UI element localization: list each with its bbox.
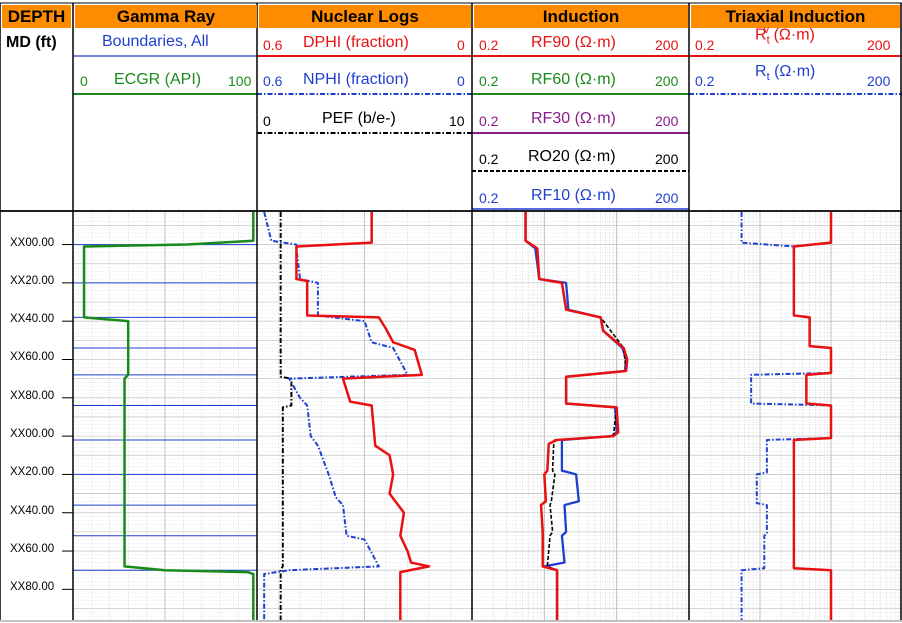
ecgr-max: 100 — [228, 73, 252, 89]
boundaries-label: Boundaries, All — [102, 33, 209, 50]
dphi-label: DPHI (fraction) — [303, 34, 409, 51]
depth-tick-label: XX00.00 — [10, 428, 55, 441]
rf30-curve — [524, 212, 629, 620]
rf30-min: 0.2 — [479, 113, 499, 129]
depth-tick-label: XX60.00 — [10, 351, 55, 364]
gamma-track-title: Gamma Ray — [75, 5, 257, 28]
pef-min: 0 — [263, 113, 271, 129]
depth-unit-label: MD (ft) — [6, 34, 57, 51]
rf60-max: 200 — [655, 73, 679, 89]
rtv-label: Rtv (Ω·m) — [755, 24, 815, 47]
rf30-label: RF30 (Ω·m) — [531, 110, 616, 127]
ecgr-label: ECGR (API) — [114, 71, 202, 88]
nphi-curve — [263, 211, 409, 620]
rtv-max: 200 — [867, 37, 891, 53]
depth-tick-label: XX80.00 — [10, 581, 55, 594]
rtv-min: 0.2 — [695, 37, 715, 53]
dphi-curve — [295, 212, 431, 620]
ecgr-min: 0 — [80, 73, 88, 89]
pef-curve — [279, 212, 293, 620]
rf60-label: RF60 (Ω·m) — [531, 71, 616, 88]
ro20-curve — [524, 212, 627, 620]
induction-track-title: Induction — [474, 5, 688, 28]
nphi-max: 0 — [457, 73, 465, 89]
nphi-label: NPHI (fraction) — [303, 71, 409, 88]
rf90-curve — [524, 212, 629, 620]
rth-max: 200 — [867, 73, 891, 89]
nuclear-track-title: Nuclear Logs — [259, 5, 471, 28]
ro20-max: 200 — [655, 151, 679, 167]
pef-label: PEF (b/e-) — [322, 110, 396, 127]
rth-label: Rt (Ω·m) — [755, 63, 816, 84]
ro20-min: 0.2 — [479, 151, 499, 167]
ecgr-curve — [82, 212, 255, 620]
depth-tick-label: XX00.00 — [10, 236, 55, 249]
rf90-label: RF90 (Ω·m) — [531, 34, 616, 51]
rf60-min: 0.2 — [479, 73, 499, 89]
depth-tick-label: XX40.00 — [10, 313, 55, 326]
pef-max: 10 — [449, 113, 465, 129]
depth-tick-label: XX20.00 — [10, 274, 55, 287]
depth-tick-label: XX60.00 — [10, 543, 55, 556]
rf60-curve — [524, 212, 629, 620]
rf90-max: 200 — [655, 37, 679, 53]
triaxial-track-title: Triaxial Induction — [691, 5, 900, 28]
rtv-curve — [792, 212, 833, 620]
depth-tick-label: XX40.00 — [10, 504, 55, 517]
header-bg — [0, 0, 902, 212]
rf10-min: 0.2 — [479, 190, 499, 206]
rf10-max: 200 — [655, 190, 679, 206]
ro20-label: RO20 (Ω·m) — [528, 148, 616, 165]
nphi-min: 0.6 — [263, 73, 283, 89]
depth-tick-label: XX20.00 — [10, 466, 55, 479]
depth-tick-label: XX80.00 — [10, 389, 55, 402]
rf10-curve — [524, 212, 628, 620]
depth-track-title: DEPTH — [2, 5, 71, 28]
rf30-max: 200 — [655, 113, 679, 129]
dphi-max: 0 — [457, 37, 465, 53]
rth-min: 0.2 — [695, 73, 715, 89]
dphi-min: 0.6 — [263, 37, 283, 53]
rf90-min: 0.2 — [479, 37, 499, 53]
rf10-label: RF10 (Ω·m) — [531, 187, 616, 204]
